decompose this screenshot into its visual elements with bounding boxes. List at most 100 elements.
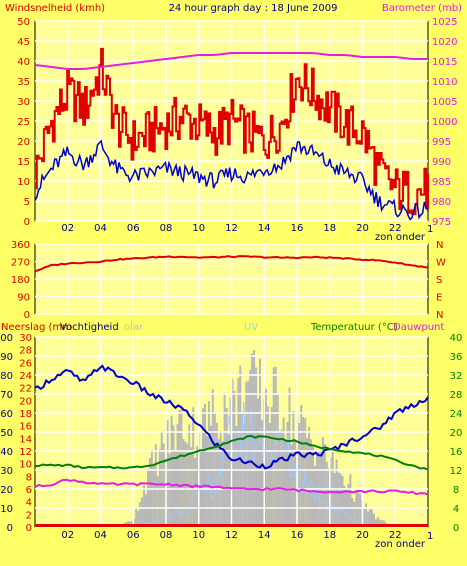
solar-bar xyxy=(137,510,140,527)
x-tick-label: 22 xyxy=(389,223,402,234)
solar-bar xyxy=(247,380,250,527)
rain-tick-label: 14 xyxy=(19,434,32,445)
solar-bar xyxy=(139,502,142,527)
humidity-y-ticks: 0 10 20 30 40 50 60 70 80 90 100 xyxy=(0,333,13,534)
solar-bar xyxy=(369,509,371,527)
humidity-line xyxy=(34,364,429,470)
wind-tick-label: 0 xyxy=(24,217,30,228)
solar-bar xyxy=(172,425,175,527)
wind-tick-label: 45 xyxy=(17,37,30,48)
solar-bar xyxy=(347,483,350,527)
solar-bar xyxy=(274,366,277,527)
rain-tick-label: 12 xyxy=(19,447,32,458)
solar-bar xyxy=(223,392,226,527)
x-tick-label: 22 xyxy=(389,530,402,541)
solar-bar xyxy=(225,407,228,527)
solar-bar xyxy=(180,409,183,527)
solar-bar xyxy=(373,513,375,527)
x-tick-label: 20 xyxy=(356,530,369,541)
solar-bar xyxy=(147,468,149,527)
barometer-tick-label: 1005 xyxy=(432,97,457,108)
solar-bar xyxy=(209,425,212,527)
barometer-tick-label: 980 xyxy=(432,197,451,208)
barometer-tick-label: 995 xyxy=(432,137,451,148)
x-tick-label: 12 xyxy=(225,530,238,541)
solar-bar xyxy=(355,491,358,527)
wind-series xyxy=(34,47,429,221)
barometer-tick-label: 985 xyxy=(432,177,451,188)
rain-tick-label: 18 xyxy=(19,409,32,420)
solar-bar xyxy=(270,406,273,527)
solar-bar xyxy=(284,441,287,527)
x-end-label-2: 1 xyxy=(427,531,433,542)
barometer-y-ticks: 975 980 985 990 995 1000 1005 1010 1015 1020 1025 xyxy=(432,17,457,228)
solar-bar xyxy=(194,458,197,527)
solar-bar xyxy=(376,516,379,527)
compass-tick-label: S xyxy=(436,275,442,286)
solar-bar xyxy=(205,435,208,527)
solar-bar xyxy=(280,429,283,527)
solar-bar xyxy=(249,369,252,527)
wind-tick-label: 20 xyxy=(17,137,30,148)
x-tick-label: 10 xyxy=(192,530,205,541)
solar-bar xyxy=(156,475,159,527)
direction-series xyxy=(34,255,429,273)
rain-axis-title: Neerslag (mm xyxy=(1,322,72,333)
rain-tick-label: 2 xyxy=(26,510,32,521)
solar-bar xyxy=(272,367,275,527)
humidity-tick-label: 30 xyxy=(0,466,13,477)
climate-panel: 0102030405060708090100 02468101214161820… xyxy=(0,333,462,550)
solar-bar xyxy=(371,509,373,527)
humidity-tick-label: 20 xyxy=(0,485,13,496)
humidity-tick-label: 80 xyxy=(0,371,13,382)
solar-bar xyxy=(202,408,204,527)
solar-bar xyxy=(363,509,366,527)
solar-bar xyxy=(382,520,385,527)
x-tick-label: 14 xyxy=(258,530,271,541)
rain-tick-label: 22 xyxy=(19,384,32,395)
direction-tick-label: 0 xyxy=(24,310,30,321)
direction-y-ticks: 0 90 180 270 360 xyxy=(11,240,30,321)
dewpoint-line xyxy=(34,478,429,496)
solar-bar xyxy=(337,472,340,527)
x-tick-label: 18 xyxy=(323,530,336,541)
wind-tick-label: 5 xyxy=(24,197,30,208)
solar-bar xyxy=(192,407,195,527)
solar-bar xyxy=(367,511,370,527)
solar-bar xyxy=(135,508,138,527)
wind-y-ticks: 0 5 10 15 20 25 30 35 40 45 50 xyxy=(17,17,30,228)
solar-bar xyxy=(170,415,173,527)
wind-gust-line xyxy=(35,47,429,216)
barometer-line xyxy=(34,52,428,70)
temperature-tick-label: 20 xyxy=(450,428,463,439)
wind-axis-title: Windsnelheid (kmh) xyxy=(5,3,105,14)
solar-bar xyxy=(310,439,313,527)
humidity-axis-title: Vochtigheid xyxy=(60,322,119,333)
solar-bar xyxy=(343,485,346,527)
wind-tick-label: 40 xyxy=(17,57,30,68)
solar-bar xyxy=(351,497,354,527)
direction-tick-label: 180 xyxy=(11,275,30,286)
compass-tick-label: E xyxy=(436,293,442,304)
solar-bar xyxy=(325,461,328,527)
climate-series xyxy=(34,364,429,527)
rain-tick-label: 10 xyxy=(19,460,32,471)
solar-bar xyxy=(243,423,246,527)
x-tick-label: 02 xyxy=(61,530,74,541)
x-tick-label: 20 xyxy=(356,223,369,234)
solar-bar xyxy=(302,416,305,527)
solar-bar xyxy=(339,473,342,527)
temperature-tick-label: 36 xyxy=(450,352,463,363)
rain-tick-label: 6 xyxy=(26,485,32,496)
compass-tick-label: N xyxy=(436,310,443,321)
graph-title: 24 hour graph day : 18 June 2009 xyxy=(169,3,338,14)
solar-bar xyxy=(321,437,324,527)
wind-tick-label: 50 xyxy=(17,17,30,28)
wind-tick-label: 25 xyxy=(17,117,30,128)
solar-bar xyxy=(323,444,326,527)
temperature-tick-label: 8 xyxy=(453,485,459,496)
solar-bar xyxy=(359,493,362,527)
solar-bar xyxy=(141,497,144,527)
